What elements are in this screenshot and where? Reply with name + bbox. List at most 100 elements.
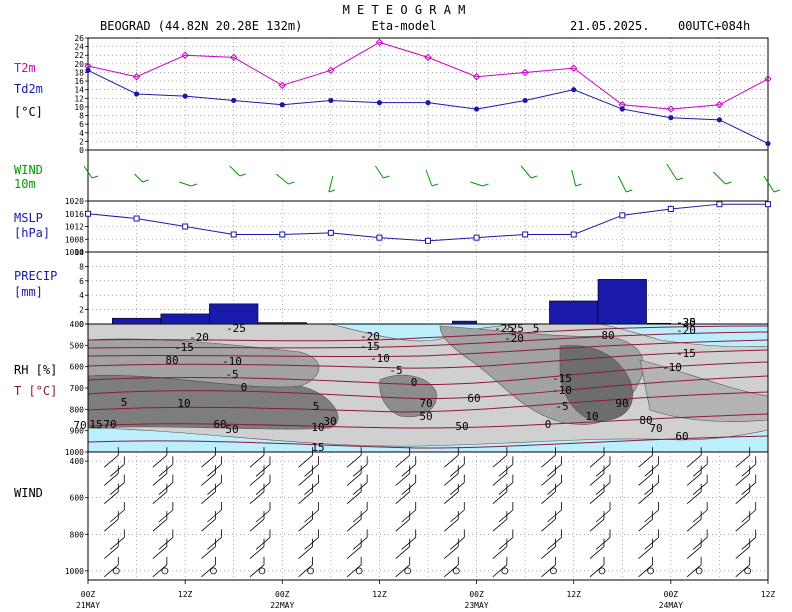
wind-profile-barb [444,546,459,559]
wind10-barb [763,175,775,193]
wind-calm-circle [307,567,314,575]
wind10-barb-flag [383,175,390,179]
contour-label: -15 [676,347,696,360]
wind-profile-barb [207,463,222,477]
temp-tick-label: 18 [74,68,84,77]
wind10-barb-flag [530,175,538,179]
contour-label: -15 [552,372,572,385]
td2m-point [376,100,383,106]
temp-contour [88,361,768,386]
td2m-point [765,140,771,147]
wind-profile-barb [158,537,174,550]
wind-profile-barb [104,454,119,468]
wind-profile-barb [104,473,119,486]
wind-profile-barb [547,509,562,523]
wind-profile-barb [735,546,750,559]
wind-calm-circle [550,567,557,575]
t2m-point [327,66,335,75]
wind-profile-barb [638,473,653,486]
contour-label: 70 [419,397,432,410]
wind10-barb-flag [190,183,198,187]
contour-label: 60 [213,418,226,431]
wind-profile-barb [547,463,562,477]
wind-profile-barb [444,518,459,532]
wind-profile-barb [201,491,216,505]
t2m-point [521,68,529,77]
wind-profile-barb [492,518,508,532]
wind-pressure-tick-label: 400 [70,457,85,466]
contour-label: -15 [174,341,194,354]
wind-profile-barb [589,491,605,505]
wind10-barb [425,169,433,187]
pressure-tick-label: 900 [70,427,85,436]
wind-profile-barb [498,537,514,550]
rh-70-zone-c [379,374,437,418]
wind-profile-barb [498,509,514,523]
wind-profile-barb [255,482,271,495]
wind-profile-barb [547,537,562,550]
precip-tick-label: 4 [79,291,84,300]
wind-calm-circle [404,567,412,575]
wind-profile-barb [152,546,168,559]
wind10-barb-flag [626,189,633,193]
time-tick-label: 12Z [178,590,193,599]
wind-profile-barb [686,564,702,578]
wind10-barb [83,165,93,179]
wind-profile-barb [595,537,611,550]
time-tick-label: 00Z [469,590,484,599]
contour-label: 70 [649,422,662,435]
wind-profile-barb [207,509,222,523]
axis-ticks: 0246810121416182022242610041008101210161… [65,34,88,576]
td2m-point [328,97,334,104]
time-tick-label: 00Z [664,590,679,599]
wind-profile-barb [686,473,702,486]
wind-profile-barb [104,518,119,532]
wind-profile-barb [395,518,410,532]
precip-label: PRECIP [14,269,57,283]
wind-profile-barb [207,482,222,495]
wind10-barb [134,173,143,183]
wind-profile-barb [298,546,313,559]
wprof-frame [87,451,769,581]
wind-profile-barb [395,473,410,486]
wind10-barb-flag [575,183,582,187]
contour-label: -25 [494,322,514,335]
td2m-point [425,100,431,106]
pressure-tick-label: 700 [70,384,85,393]
wind-profile-barb [298,454,313,468]
date-label: 21.05.2025. [570,19,649,33]
wind-profile-barb [249,473,265,486]
precip-tick-label: 2 [79,306,84,315]
wind-profile-barb [450,537,465,550]
t2m-point [375,38,384,47]
temp-tick-label: 0 [79,146,84,155]
contour-label: -15 [360,340,380,353]
td2m-point [182,93,188,99]
wind-profile-label: WIND [14,486,43,500]
wind10-barb [520,165,532,179]
mslp-point [765,201,771,208]
contour-label: -20 [504,332,524,345]
t2m-point [667,105,675,113]
wind-profile-barb [638,491,653,505]
wind-profile-barb [492,491,508,505]
precip-bar [160,313,210,325]
wind-profile-barb [110,537,125,550]
wind-profile-barb [152,454,168,468]
td2m-point [522,97,528,104]
wind-profile-barb [401,537,416,550]
td2m-legend: Td2m [14,82,43,96]
t2m-point [132,73,141,81]
rh-label: RH [%] [14,363,57,377]
wind-calm-circle [210,567,217,575]
contour-label: 15 [311,441,324,454]
wind-profile-barb [352,537,368,550]
temp-tick-label: 6 [79,120,84,129]
wind-profile-barb [686,454,702,468]
model-label: Eta-model [371,19,436,33]
t2m-point [181,51,189,59]
wind-profile-barb [304,537,319,550]
contour-labels: -25-20-15-10-505 101580605070-20-15-10-50… [73,316,696,454]
wind-profile-barb [346,454,362,468]
